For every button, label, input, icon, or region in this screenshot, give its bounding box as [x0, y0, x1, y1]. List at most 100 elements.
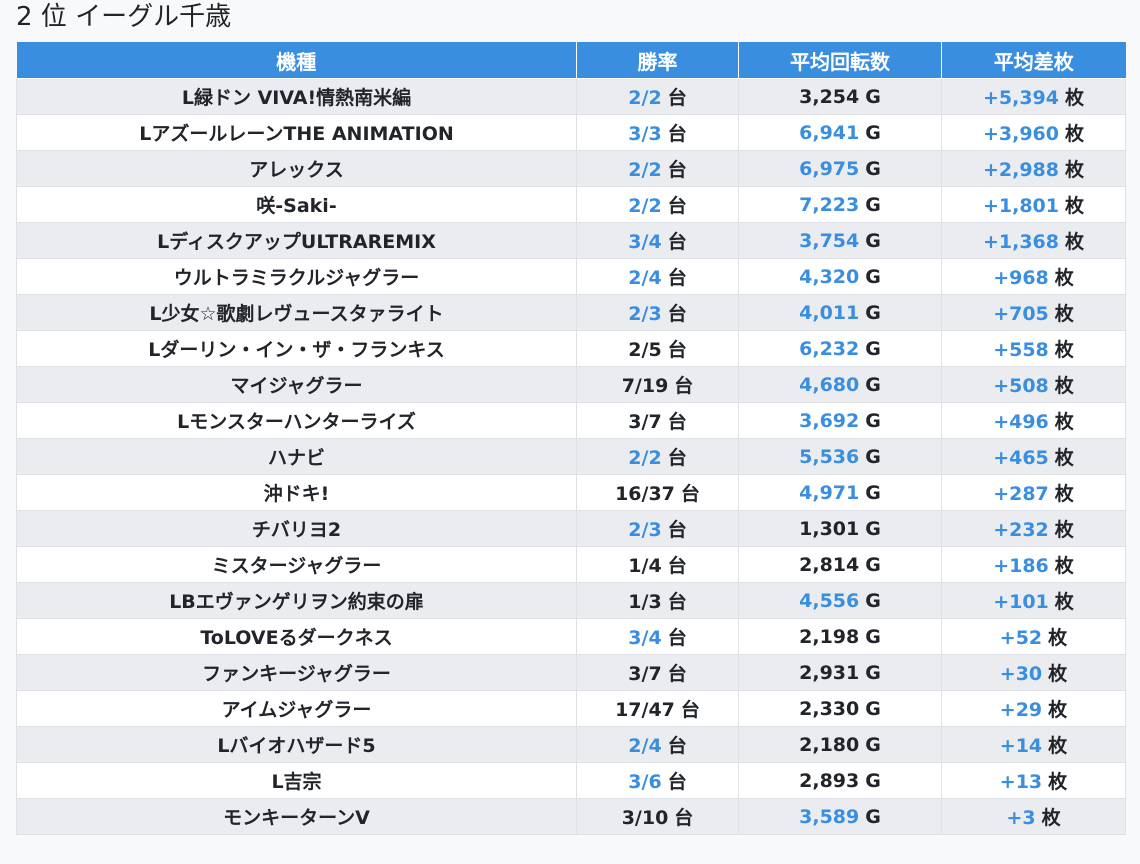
avg-spins-cell: 2,180 G — [738, 726, 942, 763]
machine-name-cell[interactable]: LディスクアップULTRAREMIX — [16, 222, 577, 259]
avg-spins-value: 6,975 — [799, 157, 860, 180]
avg-diff-value: +968 — [993, 267, 1049, 289]
avg-spins-value: 4,971 — [799, 481, 860, 504]
avg-spins-cell: 7,223 G — [738, 186, 942, 223]
avg-spins-value: 3,589 — [799, 805, 860, 828]
table-row: LディスクアップULTRAREMIX 3/4 台 3,754 G +1,368 枚 — [16, 222, 1126, 259]
avg-diff-cell: +558 枚 — [941, 330, 1126, 367]
machine-name-cell[interactable]: LBエヴァンゲリヲン約束の扉 — [16, 582, 577, 619]
win-rate-unit: 台 — [667, 591, 687, 613]
avg-diff-unit: 枚 — [1054, 411, 1074, 433]
avg-spins-unit: G — [865, 337, 881, 360]
avg-spins-value: 1,301 — [799, 517, 860, 540]
machine-name-cell[interactable]: L少女☆歌劇レヴュースタァライト — [16, 294, 577, 331]
avg-spins-value: 7,223 — [799, 193, 860, 216]
avg-spins-cell: 3,589 G — [738, 798, 942, 835]
win-rate-value: 2/4 — [628, 267, 662, 289]
avg-diff-unit: 枚 — [1065, 159, 1085, 181]
avg-spins-unit: G — [865, 373, 881, 396]
avg-diff-unit: 枚 — [1065, 195, 1085, 217]
win-rate-value: 3/7 — [628, 663, 662, 685]
avg-diff-unit: 枚 — [1054, 519, 1074, 541]
machine-name-cell[interactable]: LアズールレーンTHE ANIMATION — [16, 114, 577, 151]
avg-spins-cell: 3,754 G — [738, 222, 942, 259]
table-row: アレックス 2/2 台 6,975 G +2,988 枚 — [16, 150, 1126, 187]
avg-diff-unit: 枚 — [1054, 591, 1074, 613]
avg-diff-unit: 枚 — [1054, 303, 1074, 325]
avg-diff-value: +465 — [993, 447, 1049, 469]
table-row: チバリヨ2 2/3 台 1,301 G +232 枚 — [16, 510, 1126, 547]
avg-diff-unit: 枚 — [1065, 231, 1085, 253]
column-header-avg-diff[interactable]: 平均差枚 — [941, 42, 1126, 79]
machine-name-cell[interactable]: マイジャグラー — [16, 366, 577, 403]
win-rate-unit: 台 — [667, 663, 687, 685]
machine-name-cell[interactable]: Lダーリン・イン・ザ・フランキス — [16, 330, 577, 367]
avg-diff-cell: +705 枚 — [941, 294, 1126, 331]
column-header-machine[interactable]: 機種 — [16, 42, 577, 79]
machine-name-cell[interactable]: チバリヨ2 — [16, 510, 577, 547]
machine-name-cell[interactable]: 咲-Saki- — [16, 186, 577, 223]
machine-name-cell[interactable]: L緑ドン VIVA!情熱南米編 — [16, 78, 577, 115]
page-title: 2 位 イーグル千歳 — [16, 2, 232, 32]
win-rate-unit: 台 — [680, 483, 700, 505]
avg-diff-unit: 枚 — [1054, 447, 1074, 469]
avg-diff-value: +29 — [999, 699, 1043, 721]
machine-name-cell[interactable]: アイムジャグラー — [16, 690, 577, 727]
win-rate-value: 3/3 — [628, 123, 662, 145]
avg-diff-unit: 枚 — [1054, 339, 1074, 361]
table-row: Lモンスターハンターライズ 3/7 台 3,692 G +496 枚 — [16, 402, 1126, 439]
win-rate-unit: 台 — [667, 735, 687, 757]
machine-name-cell[interactable]: ウルトラミラクルジャグラー — [16, 258, 577, 295]
win-rate-cell: 2/4 台 — [576, 726, 739, 763]
avg-spins-unit: G — [865, 409, 881, 432]
avg-spins-unit: G — [865, 445, 881, 468]
win-rate-unit: 台 — [667, 555, 687, 577]
machine-name-cell[interactable]: ハナビ — [16, 438, 577, 475]
machine-name-cell[interactable]: モンキーターンV — [16, 798, 577, 835]
avg-diff-unit: 枚 — [1054, 555, 1074, 577]
avg-spins-cell: 2,893 G — [738, 762, 942, 799]
avg-diff-cell: +968 枚 — [941, 258, 1126, 295]
avg-spins-unit: G — [865, 121, 881, 144]
avg-spins-value: 2,893 — [799, 769, 860, 792]
win-rate-cell: 7/19 台 — [576, 366, 739, 403]
machine-name-cell[interactable]: L吉宗 — [16, 762, 577, 799]
machine-name-cell[interactable]: アレックス — [16, 150, 577, 187]
column-header-win-rate[interactable]: 勝率 — [576, 42, 739, 79]
table-row: 沖ドキ! 16/37 台 4,971 G +287 枚 — [16, 474, 1126, 511]
win-rate-cell: 3/10 台 — [576, 798, 739, 835]
avg-diff-cell: +52 枚 — [941, 618, 1126, 655]
table-row: 咲-Saki- 2/2 台 7,223 G +1,801 枚 — [16, 186, 1126, 223]
avg-diff-unit: 枚 — [1054, 483, 1074, 505]
win-rate-cell: 2/4 台 — [576, 258, 739, 295]
avg-diff-unit: 枚 — [1048, 663, 1068, 685]
avg-diff-value: +3 — [1006, 807, 1036, 829]
avg-spins-unit: G — [865, 625, 881, 648]
avg-spins-unit: G — [865, 301, 881, 324]
avg-diff-cell: +287 枚 — [941, 474, 1126, 511]
machine-name-cell[interactable]: 沖ドキ! — [16, 474, 577, 511]
machine-name-cell[interactable]: Lバイオハザード5 — [16, 726, 577, 763]
machine-name-cell[interactable]: ToLOVEるダークネス — [16, 618, 577, 655]
avg-diff-cell: +30 枚 — [941, 654, 1126, 691]
avg-spins-unit: G — [865, 229, 881, 252]
win-rate-cell: 2/2 台 — [576, 78, 739, 115]
win-rate-value: 3/4 — [628, 231, 662, 253]
avg-spins-cell: 3,692 G — [738, 402, 942, 439]
column-header-avg-spins[interactable]: 平均回転数 — [738, 42, 942, 79]
table-row: ウルトラミラクルジャグラー 2/4 台 4,320 G +968 枚 — [16, 258, 1126, 295]
machine-name-cell[interactable]: Lモンスターハンターライズ — [16, 402, 577, 439]
machine-name-cell[interactable]: ファンキージャグラー — [16, 654, 577, 691]
avg-spins-cell: 6,975 G — [738, 150, 942, 187]
table-row: アイムジャグラー 17/47 台 2,330 G +29 枚 — [16, 690, 1126, 727]
avg-spins-value: 4,680 — [799, 373, 860, 396]
machine-name-cell[interactable]: ミスタージャグラー — [16, 546, 577, 583]
avg-diff-value: +52 — [999, 627, 1043, 649]
win-rate-value: 17/47 — [615, 699, 675, 721]
avg-spins-value: 4,011 — [799, 301, 860, 324]
avg-spins-value: 4,320 — [799, 265, 860, 288]
avg-spins-value: 2,814 — [799, 553, 860, 576]
table-row: ファンキージャグラー 3/7 台 2,931 G +30 枚 — [16, 654, 1126, 691]
avg-diff-cell: +232 枚 — [941, 510, 1126, 547]
avg-spins-unit: G — [865, 661, 881, 684]
